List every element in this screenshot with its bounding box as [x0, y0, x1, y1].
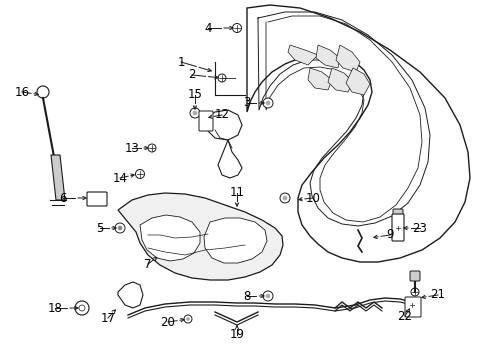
Polygon shape: [327, 68, 352, 92]
Text: 1: 1: [177, 55, 184, 68]
Circle shape: [37, 86, 49, 98]
Polygon shape: [246, 5, 469, 262]
Text: 19: 19: [229, 328, 244, 342]
Polygon shape: [335, 45, 359, 72]
FancyBboxPatch shape: [392, 209, 402, 219]
Circle shape: [183, 315, 192, 323]
Circle shape: [190, 108, 200, 118]
Circle shape: [265, 101, 269, 105]
Text: 17: 17: [101, 311, 115, 324]
Circle shape: [148, 144, 156, 152]
Circle shape: [118, 226, 122, 230]
Circle shape: [265, 294, 269, 298]
Text: 21: 21: [429, 288, 445, 302]
Circle shape: [193, 111, 197, 115]
Polygon shape: [51, 155, 65, 200]
Circle shape: [394, 225, 401, 231]
Text: 9: 9: [386, 229, 393, 242]
Text: 7: 7: [144, 257, 151, 270]
Polygon shape: [203, 218, 266, 263]
FancyBboxPatch shape: [391, 214, 403, 241]
Circle shape: [79, 305, 85, 311]
Circle shape: [75, 301, 89, 315]
Circle shape: [186, 318, 189, 320]
Text: 20: 20: [160, 315, 175, 328]
Text: 13: 13: [124, 141, 139, 154]
Polygon shape: [118, 193, 283, 280]
Circle shape: [283, 196, 286, 200]
Circle shape: [115, 223, 125, 233]
Polygon shape: [315, 45, 339, 68]
Circle shape: [410, 288, 418, 296]
Polygon shape: [287, 45, 317, 65]
Polygon shape: [218, 140, 242, 178]
Text: 16: 16: [15, 85, 29, 99]
Circle shape: [407, 302, 415, 309]
Text: 18: 18: [47, 302, 62, 315]
FancyBboxPatch shape: [199, 111, 213, 131]
Circle shape: [280, 193, 289, 203]
Polygon shape: [346, 68, 369, 95]
Text: 12: 12: [214, 108, 229, 122]
Polygon shape: [307, 68, 331, 90]
Text: 22: 22: [397, 310, 412, 323]
Text: 2: 2: [188, 68, 195, 81]
FancyBboxPatch shape: [404, 297, 420, 317]
Circle shape: [218, 74, 225, 82]
FancyBboxPatch shape: [87, 192, 107, 206]
Circle shape: [263, 98, 272, 108]
Circle shape: [135, 170, 144, 179]
Polygon shape: [118, 282, 142, 308]
Text: 15: 15: [187, 89, 202, 102]
Text: 10: 10: [305, 192, 320, 204]
Circle shape: [232, 23, 241, 32]
Text: 6: 6: [59, 192, 67, 204]
Text: 23: 23: [412, 221, 427, 234]
Text: 4: 4: [204, 22, 211, 35]
FancyBboxPatch shape: [409, 271, 419, 281]
Polygon shape: [140, 215, 200, 261]
Circle shape: [263, 291, 272, 301]
Polygon shape: [204, 110, 242, 140]
Text: 11: 11: [229, 186, 244, 199]
Text: 3: 3: [243, 96, 250, 109]
Text: 5: 5: [96, 221, 103, 234]
Text: 8: 8: [243, 289, 250, 302]
Text: 14: 14: [112, 171, 127, 184]
